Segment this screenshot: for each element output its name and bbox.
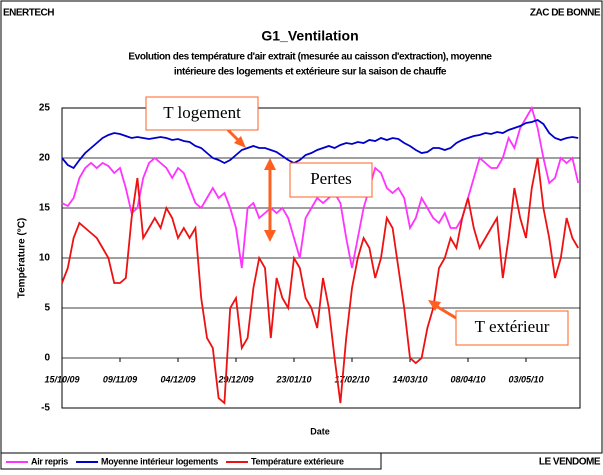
series-line [61,157,579,405]
subtitle: intérieure des logements et extérieure s… [174,67,447,78]
footer-right: LE VENDOME [539,457,601,468]
legend [0,452,382,470]
x-tick-label: 03/05/10 [508,374,543,384]
x-tick-label: 15/10/09 [44,374,79,384]
legend-label: Moyenne intérieur logements [101,456,218,466]
annotations: T logement Pertes T extérieur [145,96,569,346]
y-tick-label: 10 [39,253,51,264]
x-tick-label: 17/02/10 [334,374,369,384]
y-tick-label: 5 [44,303,50,314]
arrow-head [234,136,246,148]
annotation: T extérieur [475,317,550,336]
annotation: Pertes [310,169,352,188]
x-tick-label: 23/01/10 [275,374,311,384]
header-left: ENERTECH [3,8,54,19]
x-tick-label: 29/12/09 [217,374,253,384]
annotation-box [455,310,569,346]
series-line [61,119,579,170]
arrow-head [264,158,276,170]
subtitle: Evolution des température d'air extrait … [128,52,492,63]
y-axis-title: Température (°C) [17,218,28,299]
arrow [435,304,457,320]
y-tick-label: 20 [39,153,51,164]
x-tick-label: 04/12/09 [160,374,195,384]
legend-label: Air repris [31,456,68,466]
y-tick-label: 25 [39,103,51,114]
legend-label: Température extérieure [251,456,344,466]
x-axis-title: Date [310,426,330,436]
arrow-head [264,230,276,242]
legend-entries: Air repris Moyenne intérieur logements Tem… [6,456,344,466]
arrow-head [428,300,441,311]
y-tick-label: 15 [39,203,51,214]
y-tick-label: 0 [44,353,50,364]
chart-title: G1_Ventilation [261,28,358,44]
x-tick-label: 09/11/09 [103,374,137,384]
annotation: T logement [163,103,241,122]
x-tick-label: 14/03/10 [392,374,427,384]
series-line [61,105,580,269]
annotation-box [289,162,373,198]
header-right: ZAC DE BONNE [530,8,601,19]
x-tick-label: 08/04/10 [450,374,485,384]
annotation-box [145,96,259,131]
plot-area: -5 0 5 10 15 20 25 15/10/09 09/11/09 04/12/09 29/1… [39,103,581,414]
y-tick-label: -5 [41,403,50,414]
